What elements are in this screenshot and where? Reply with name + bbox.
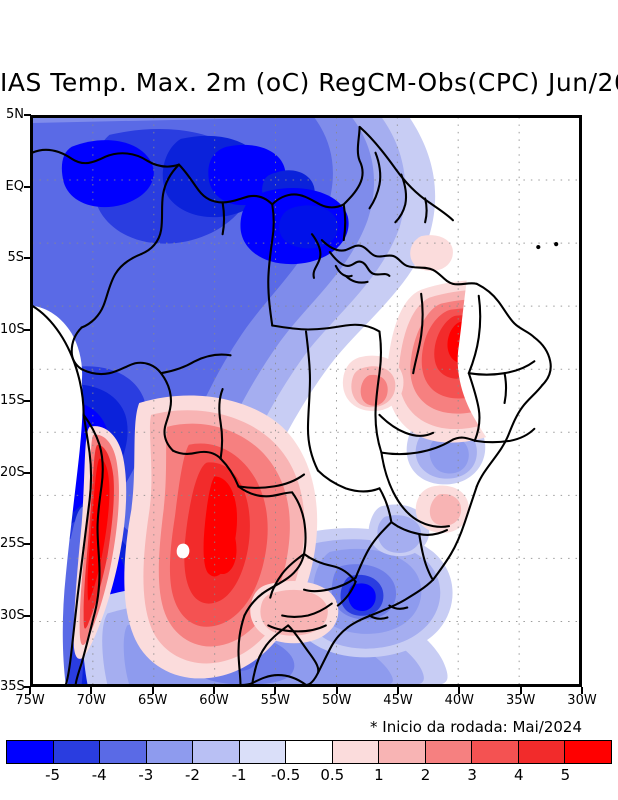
colorbar-tick-label: 4 xyxy=(513,766,524,784)
colorbar-tick-label: -2 xyxy=(184,766,200,784)
x-axis-label: 45W xyxy=(383,693,413,708)
colorbar-tick-label: 5 xyxy=(560,766,571,784)
colorbar-segment xyxy=(193,741,240,763)
ocean-mask xyxy=(32,117,580,685)
colorbar xyxy=(6,740,612,764)
y-axis-label: 20S xyxy=(0,464,25,480)
colorbar-tick-label: -1 xyxy=(231,766,247,784)
y-axis-tick xyxy=(24,257,31,259)
colorbar-segment xyxy=(472,741,519,763)
run-start-note: * Inicio da rodada: Mai/2024 xyxy=(370,718,582,736)
colorbar-segment xyxy=(518,741,566,763)
y-axis-tick xyxy=(24,114,31,116)
x-axis-label: 70W xyxy=(76,693,107,708)
title-text: IAS Temp. Max. 2m (oC) RegCM-Obs(CPC) Ju… xyxy=(0,68,618,97)
y-axis-tick xyxy=(24,185,31,188)
y-axis-tick xyxy=(24,614,31,617)
y-axis-label: 5S xyxy=(7,250,24,265)
x-axis-tick xyxy=(29,687,31,694)
x-axis-label: 35W xyxy=(505,693,536,708)
x-axis-label: 60W xyxy=(199,693,229,708)
y-axis-tick xyxy=(24,686,31,688)
colorbar-tick-label: -5 xyxy=(45,766,61,784)
colorbar-tick-label: -0.5 xyxy=(271,766,301,784)
colorbar-tick-label: 3 xyxy=(467,766,477,784)
y-axis-label: 10S xyxy=(0,321,25,337)
map-plot-area xyxy=(30,115,582,687)
y-axis-tick xyxy=(24,543,31,545)
colorbar-segment xyxy=(286,741,333,763)
colorbar-tick-label: -4 xyxy=(91,766,107,784)
island-dots xyxy=(536,242,559,250)
x-axis-tick xyxy=(335,687,338,694)
colorbar-segment xyxy=(7,741,54,763)
x-axis-label: 55W xyxy=(260,693,291,708)
y-axis-label: 25S xyxy=(0,536,25,551)
y-axis-label: 35S xyxy=(0,679,25,694)
colorbar-segment xyxy=(53,741,101,763)
colorbar-segment xyxy=(565,741,611,763)
page-title: IAS Temp. Max. 2m (oC) RegCM-Obs(CPC) Ju… xyxy=(0,66,618,100)
colorbar-segment xyxy=(100,741,147,763)
colorbar-segment xyxy=(239,741,287,763)
x-axis-tick xyxy=(397,687,399,694)
x-axis-tick xyxy=(581,687,583,694)
y-axis-label: 30S xyxy=(0,607,25,623)
y-axis-tick xyxy=(24,471,31,474)
colorbar-segment xyxy=(425,741,473,763)
colorbar-ticklabels: -5 -4 -3 -2 -1 -0.5 0.5 1 2 3 4 5 xyxy=(6,766,612,786)
x-axis-tick xyxy=(151,687,154,694)
colorbar-segment xyxy=(332,741,380,763)
colorbar-segment xyxy=(379,741,426,763)
x-axis-tick xyxy=(213,687,215,694)
y-axis-label: EQ xyxy=(5,178,24,194)
x-axis-label: 75W xyxy=(15,693,45,708)
x-axis-label: 65W xyxy=(137,693,168,708)
x-axis-tick xyxy=(274,687,277,694)
x-axis-tick xyxy=(519,687,522,694)
x-axis-tick xyxy=(458,687,461,694)
grid-lines xyxy=(32,117,580,685)
x-axis-tick xyxy=(90,687,93,694)
y-axis-tick xyxy=(24,400,31,402)
colorbar-tick-label: 0.5 xyxy=(320,766,345,784)
colorbar-tick-label: 2 xyxy=(420,766,431,784)
x-axis-label: 30W xyxy=(567,693,597,708)
y-axis-label: 5N xyxy=(6,107,24,122)
y-axis-label: 15S xyxy=(0,393,25,408)
colorbar-tick-label: 1 xyxy=(374,766,384,784)
y-axis-tick xyxy=(24,328,31,331)
colorbar-tick-label: -3 xyxy=(138,766,154,784)
x-axis-label: 40W xyxy=(444,693,475,708)
map-boundaries xyxy=(32,125,552,685)
colorbar-segment xyxy=(146,741,194,763)
x-axis-label: 50W xyxy=(321,693,352,708)
anomaly-map xyxy=(32,117,580,685)
